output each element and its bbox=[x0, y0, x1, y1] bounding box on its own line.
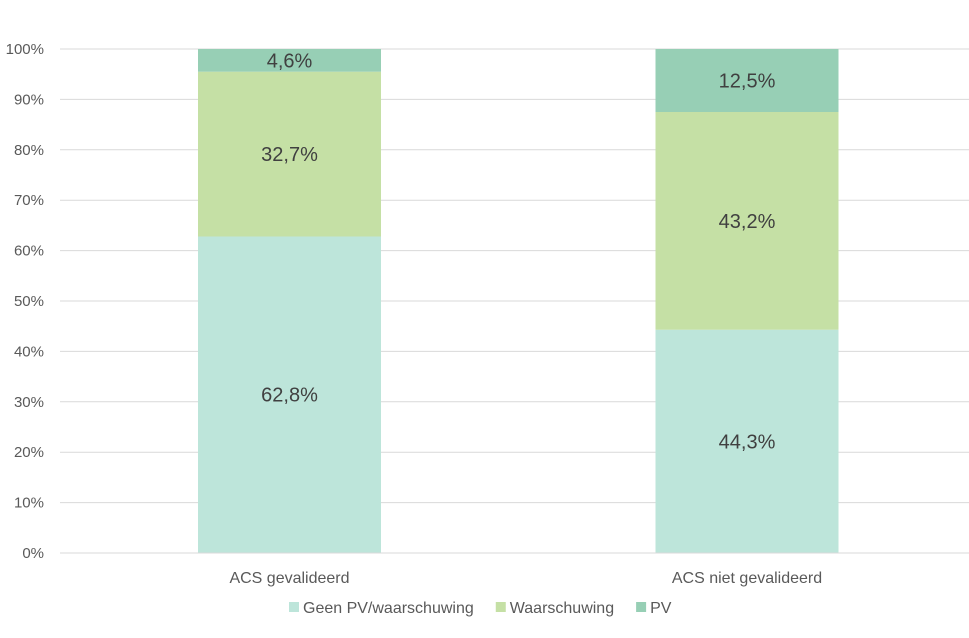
bars bbox=[198, 49, 839, 553]
y-tick-label: 40% bbox=[14, 343, 44, 360]
bar-segment bbox=[198, 71, 381, 237]
bar-segment bbox=[198, 49, 381, 72]
bar-segment bbox=[655, 112, 839, 330]
bar-segment bbox=[655, 49, 839, 112]
legend-label: Geen PV/waarschuwing bbox=[303, 600, 474, 617]
y-tick-label: 0% bbox=[22, 545, 44, 562]
x-axis: ACS gevalideerd ACS niet gevalideerd bbox=[60, 552, 969, 587]
bar-segment bbox=[198, 236, 381, 553]
legend-swatch bbox=[636, 602, 647, 612]
y-tick-label: 10% bbox=[14, 495, 44, 512]
legend-label: Waarschuwing bbox=[510, 600, 614, 617]
data-label: 4,6% bbox=[267, 50, 313, 72]
y-tick-label: 30% bbox=[14, 394, 44, 411]
y-tick-label: 20% bbox=[14, 444, 44, 461]
y-tick-label: 60% bbox=[14, 243, 44, 260]
y-tick-label: 80% bbox=[14, 142, 44, 159]
y-axis: 0% 10% 20% 30% 40% 50% 60% 70% 80% 90% 100% bbox=[6, 41, 44, 562]
y-tick-label: 50% bbox=[14, 293, 44, 310]
data-label: 43,2% bbox=[719, 211, 776, 233]
legend-swatch bbox=[289, 602, 299, 612]
y-tick-label: 70% bbox=[14, 192, 44, 209]
legend-label: PV bbox=[650, 600, 672, 617]
legend-swatch bbox=[495, 602, 506, 612]
data-label: 12,5% bbox=[719, 71, 776, 93]
x-tick-label: ACS niet gevalideerd bbox=[672, 570, 822, 587]
data-label: 32,7% bbox=[261, 144, 318, 166]
legend: Geen PV/waarschuwing Waarschuwing PV bbox=[289, 600, 672, 617]
data-label: 62,8% bbox=[261, 385, 318, 407]
y-tick-label: 100% bbox=[6, 41, 44, 58]
data-labels: 62,8% 32,7% 4,6% 44,3% 43,2% 12,5% bbox=[261, 50, 775, 453]
data-label: 44,3% bbox=[719, 431, 776, 453]
y-tick-label: 90% bbox=[14, 91, 44, 108]
bar-segment bbox=[655, 329, 839, 553]
x-tick-label: ACS gevalideerd bbox=[229, 570, 349, 587]
